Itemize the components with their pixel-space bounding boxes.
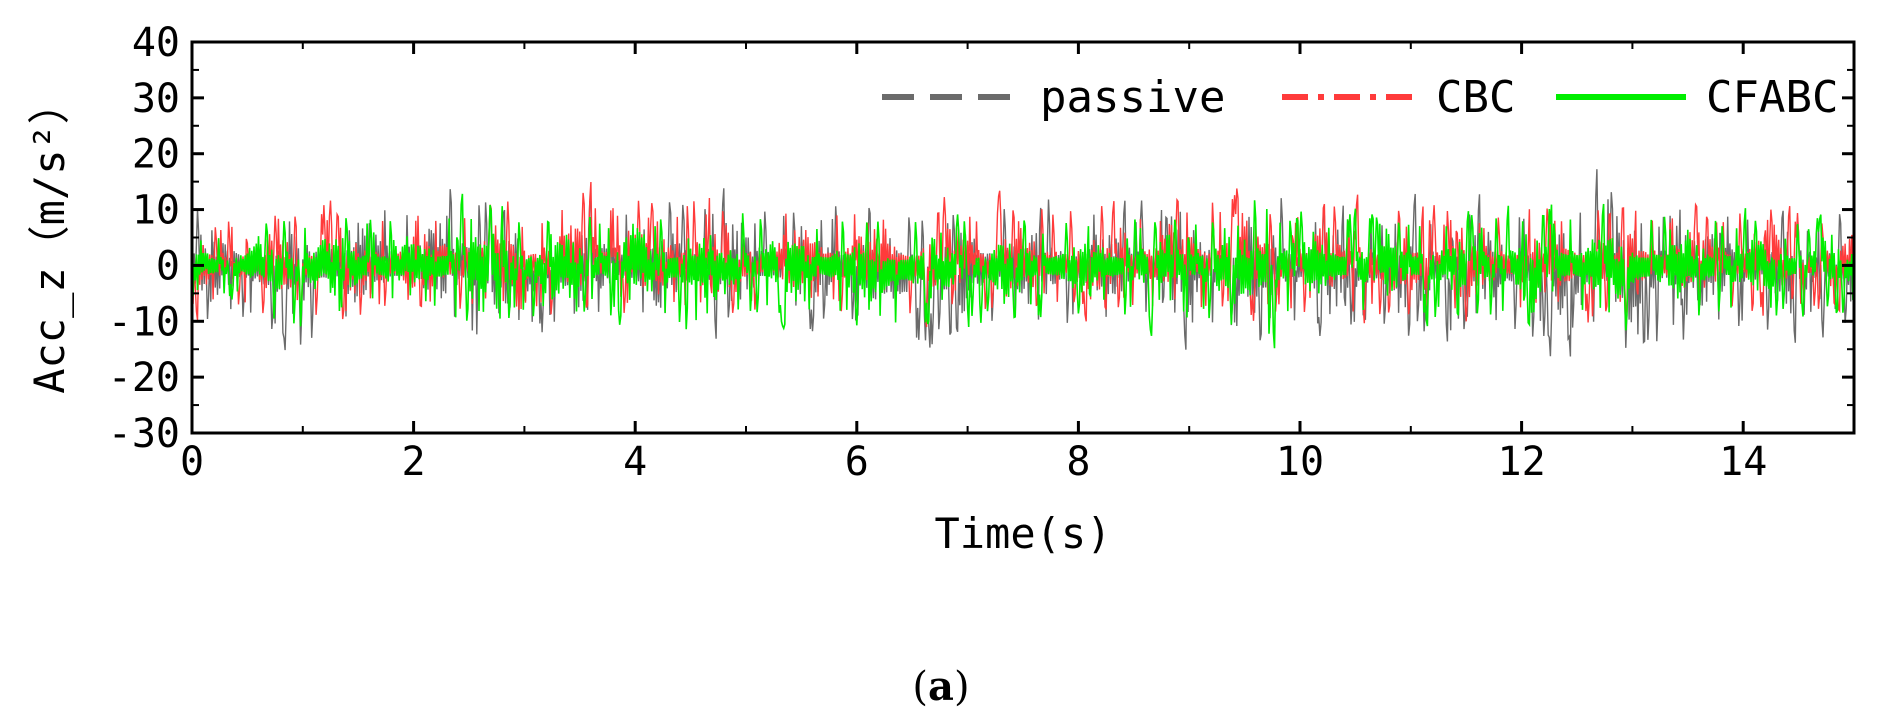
x-tick-label: 8 [1066,439,1090,485]
y-tick-label: -10 [108,299,180,345]
legend-label-cfabc: CFABC [1706,72,1838,123]
legend-item-cfabc: CFABC [1556,72,1838,123]
y-tick-label: -30 [108,411,180,457]
legend-item-cbc: CBC [1282,72,1515,123]
y-tick-labels: -30 -20 -10 0 10 20 30 40 [108,20,180,457]
plot-frame [190,40,1856,435]
series-layer [192,169,1854,357]
y-tick-label: 40 [132,20,180,66]
x-tick-label: 2 [402,439,426,485]
x-tick-label: 10 [1276,439,1324,485]
caption-open-paren: ( [912,664,928,710]
caption-letter: a [928,663,954,710]
y-tick-label: 30 [132,76,180,122]
x-tick-label: 4 [623,439,647,485]
legend-label-cbc: CBC [1436,72,1515,123]
series-cfabc-line [192,193,1854,349]
legend: passive CBC CFABC [882,72,1838,123]
x-tick-label: 14 [1719,439,1767,485]
y-tick-label: -20 [108,355,180,401]
x-tick-label: 12 [1498,439,1546,485]
legend-item-passive: passive [882,72,1225,123]
y-tick-label: 20 [132,132,180,178]
y-tick-label: 10 [132,188,180,234]
caption-close-paren: ) [954,664,970,710]
x-tick-label: 6 [845,439,869,485]
x-tick-label: 0 [180,439,204,485]
x-axis-title: Time(s) [934,509,1111,558]
x-tick-labels: 0 2 4 6 8 10 12 14 [180,439,1767,485]
figure-caption: (a) [912,663,969,710]
y-axis-title: Acc_z（m/s²） [25,82,74,394]
y-tick-label: 0 [156,243,180,289]
legend-label-passive: passive [1040,72,1225,123]
